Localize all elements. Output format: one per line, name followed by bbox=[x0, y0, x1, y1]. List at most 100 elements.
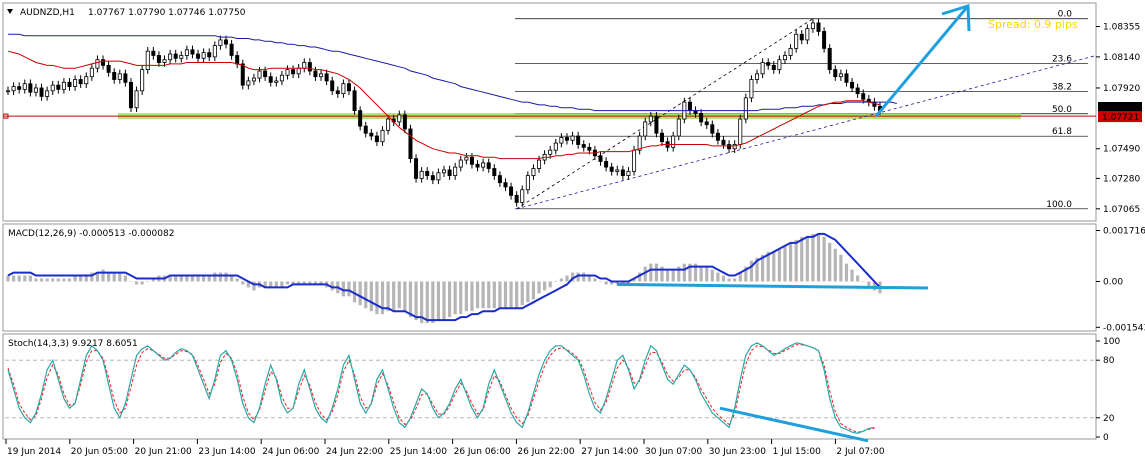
fib-level-label: 50.0 bbox=[1052, 105, 1072, 115]
macd-histogram-bar bbox=[833, 248, 837, 282]
macd-histogram-bar bbox=[492, 281, 496, 309]
candle-body bbox=[240, 63, 245, 86]
macd-histogram-bar bbox=[861, 281, 865, 282]
candle-body bbox=[89, 67, 94, 78]
macd-histogram-bar bbox=[693, 263, 698, 282]
candle-body bbox=[755, 73, 760, 80]
candle-body bbox=[475, 163, 480, 168]
current-price-label: 1.07750 bbox=[1102, 103, 1139, 113]
candle-body bbox=[162, 59, 167, 63]
candle-body bbox=[223, 39, 228, 45]
price-panel bbox=[2, 2, 1097, 222]
macd-histogram-bar bbox=[733, 278, 737, 282]
macd-histogram-bar bbox=[867, 281, 871, 288]
macd-histogram-bar bbox=[442, 281, 446, 321]
candle-body bbox=[855, 87, 860, 95]
macd-histogram-bar bbox=[302, 281, 306, 285]
candle-body bbox=[587, 146, 592, 151]
candle-body bbox=[598, 155, 603, 162]
candle-body bbox=[425, 170, 430, 177]
macd-histogram-bar bbox=[134, 281, 139, 285]
candle-body bbox=[313, 70, 318, 78]
fib-level-label: 100.0 bbox=[1046, 200, 1072, 210]
candle-body bbox=[50, 84, 55, 92]
macd-ytick-label: 0.00 bbox=[1103, 277, 1123, 287]
macd-histogram-bar bbox=[788, 242, 793, 282]
macd-histogram-bar bbox=[453, 281, 457, 315]
candle-body bbox=[207, 52, 212, 58]
macd-histogram-bar bbox=[207, 275, 211, 282]
channel-lower-line bbox=[516, 55, 1097, 210]
macd-histogram-bar bbox=[213, 272, 217, 282]
candle-body bbox=[570, 135, 575, 141]
axis-layer: 1.08355 1.08140 1.07920 1.07490 1.07280 1.070… bbox=[5, 22, 1145, 457]
candle-body bbox=[22, 83, 27, 90]
line-price-label: 1.07721 bbox=[1102, 113, 1139, 123]
candle-body bbox=[458, 159, 463, 168]
macd-histogram-bar bbox=[202, 275, 206, 282]
macd-histogram-bar bbox=[470, 281, 474, 312]
macd-histogram-bar bbox=[593, 278, 597, 282]
candle-body bbox=[134, 90, 139, 109]
macd-histogram-bar bbox=[677, 266, 681, 282]
macd-histogram-bar bbox=[772, 251, 776, 282]
time-tick-label: 20 Jun 05:00 bbox=[71, 447, 128, 457]
macd-histogram-bar bbox=[95, 272, 100, 282]
macd-histogram-bar bbox=[531, 281, 536, 300]
macd-histogram-bar bbox=[291, 281, 295, 285]
candle-body bbox=[576, 135, 581, 145]
candle-body bbox=[643, 121, 648, 137]
macd-histogram-bar bbox=[464, 281, 468, 312]
candle-body bbox=[581, 144, 586, 148]
candle-body bbox=[363, 125, 368, 134]
candle-body bbox=[341, 83, 346, 95]
macd-histogram-bar bbox=[118, 272, 122, 282]
macd-histogram-bar bbox=[185, 275, 189, 282]
macd-histogram-bar bbox=[369, 281, 373, 312]
candle-body bbox=[777, 59, 782, 70]
candle-body bbox=[833, 69, 838, 78]
forecast-arrow-head bbox=[941, 3, 971, 32]
macd-histogram-bar bbox=[638, 272, 642, 282]
candle-body bbox=[6, 90, 11, 93]
macd-histogram-bar bbox=[358, 281, 362, 306]
candle-body bbox=[615, 169, 620, 172]
macd-histogram-bar bbox=[84, 275, 88, 282]
macd-histogram-bar bbox=[705, 266, 709, 282]
candle-body bbox=[609, 166, 614, 172]
macd-histogram-bar bbox=[252, 281, 256, 291]
candle-body bbox=[291, 69, 296, 75]
candle-body bbox=[179, 55, 184, 59]
collapse-triangle-icon[interactable] bbox=[7, 9, 13, 14]
macd-histogram-bar bbox=[414, 281, 418, 321]
macd-histogram-bar bbox=[587, 275, 591, 282]
candle-body bbox=[112, 72, 117, 80]
candle-body bbox=[788, 48, 793, 56]
forecast-arrow bbox=[874, 5, 970, 118]
macd-histogram-bar bbox=[408, 281, 413, 318]
price-ytick-label: 1.07065 bbox=[1103, 205, 1140, 215]
macd-histogram-bar bbox=[632, 278, 636, 282]
macd-histogram-bar bbox=[582, 272, 586, 282]
candle-body bbox=[704, 121, 709, 126]
stoch-header: Stoch(14,3,3) 9.9217 8.6051 bbox=[8, 339, 138, 349]
macd-histogram-bar bbox=[151, 278, 155, 282]
macd-histogram-bar bbox=[682, 263, 686, 282]
macd-histogram-bar bbox=[509, 281, 513, 309]
candle-body bbox=[324, 73, 329, 82]
channel-upper-line bbox=[516, 18, 814, 210]
time-tick-label: 1 Jul 15:00 bbox=[773, 447, 822, 457]
macd-histogram-bar bbox=[218, 272, 223, 282]
macd-histogram-bar bbox=[34, 278, 38, 282]
candle-body bbox=[190, 49, 195, 55]
macd-histogram-bar bbox=[73, 275, 77, 282]
candle-body bbox=[123, 73, 128, 83]
current-price-box bbox=[1098, 102, 1142, 112]
macd-histogram-bar bbox=[28, 275, 32, 282]
candle-body bbox=[408, 128, 413, 160]
macd-histogram-bar bbox=[246, 281, 250, 288]
candle-body bbox=[263, 70, 268, 78]
fib-level-label: 0.0 bbox=[1058, 10, 1073, 20]
time-tick-label: 2 Jul 07:00 bbox=[836, 447, 885, 457]
candle-body bbox=[117, 73, 122, 80]
